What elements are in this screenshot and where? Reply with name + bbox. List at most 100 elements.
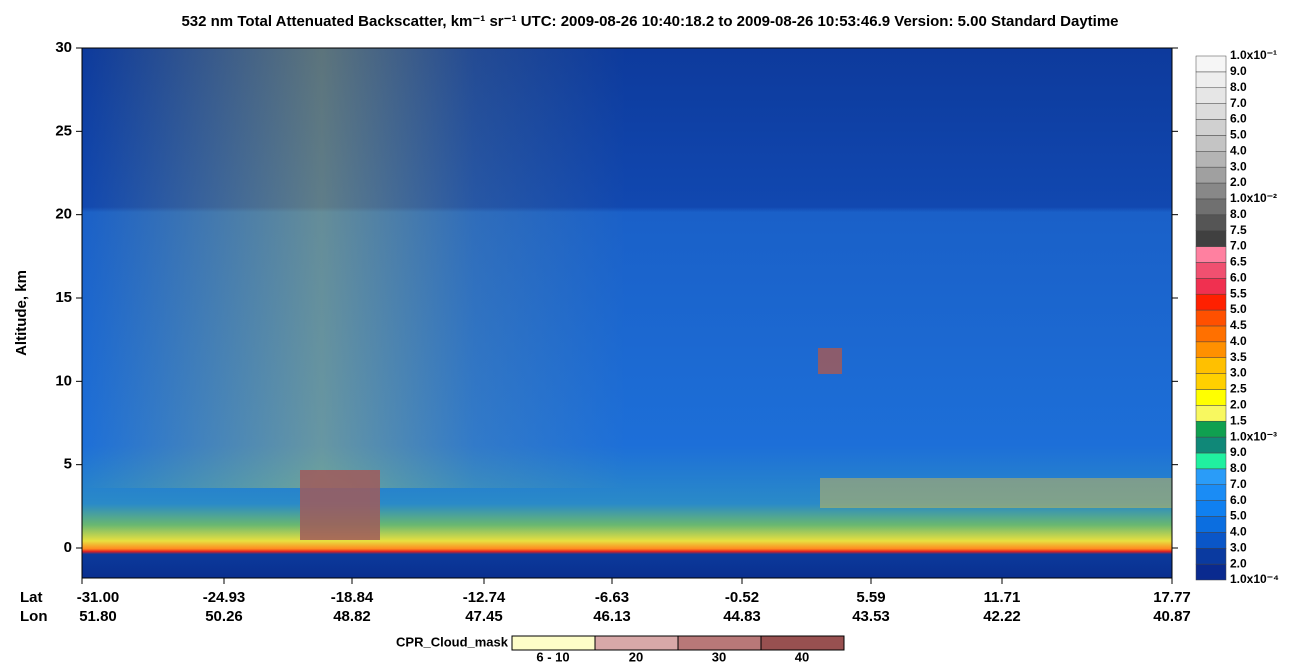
x-row-label: Lon xyxy=(20,608,48,625)
cloud-mask-label: 6 - 10 xyxy=(536,649,569,664)
colorbar-swatch xyxy=(1195,135,1227,152)
lat-label: -0.52 xyxy=(725,589,759,606)
colorbar-swatch xyxy=(1195,71,1227,89)
colorbar-swatch xyxy=(1195,198,1227,216)
colorbar-label: 3.5 xyxy=(1230,350,1247,364)
colorbar-label: 2.5 xyxy=(1230,382,1247,396)
colorbar-swatch xyxy=(1195,532,1227,549)
colorbar-label: 4.0 xyxy=(1230,143,1247,157)
lat-label: -12.74 xyxy=(463,589,506,606)
lon-label: 46.13 xyxy=(593,608,631,625)
colorbar-swatch xyxy=(1195,389,1227,406)
colorbar-label: 5.5 xyxy=(1230,286,1247,300)
colorbar-label: 6.0 xyxy=(1230,270,1247,284)
lon-label: 50.26 xyxy=(205,608,243,625)
colorbar-swatch xyxy=(1195,55,1227,73)
cloud-mask-title: CPR_Cloud_mask xyxy=(396,634,509,649)
colorbar-swatch xyxy=(1195,405,1227,422)
colorbar-label: 2.0 xyxy=(1230,556,1247,570)
colorbar-label: 1.5 xyxy=(1230,413,1247,427)
y-axis-label: Altitude, km xyxy=(13,270,30,356)
colorbar-label: 2.0 xyxy=(1230,175,1247,189)
colorbar-swatch xyxy=(1195,547,1227,565)
x-row-label: Lat xyxy=(20,589,43,606)
colorbar-label: 5.0 xyxy=(1230,302,1247,316)
colorbar-label: 1.0x10⁻² xyxy=(1230,191,1277,205)
lat-label: -24.93 xyxy=(203,589,246,606)
lat-label: -18.84 xyxy=(331,589,374,606)
lat-label: 17.77 xyxy=(1153,589,1191,606)
colorbar-label: 4.0 xyxy=(1230,334,1247,348)
colorbar-swatch xyxy=(1195,262,1227,279)
lat-label: -6.63 xyxy=(595,589,629,606)
colorbar-label: 5.0 xyxy=(1230,128,1247,142)
colorbar-label: 3.0 xyxy=(1230,159,1247,173)
lat-label: 5.59 xyxy=(856,589,885,606)
colorbar-label: 3.0 xyxy=(1230,540,1247,554)
y-tick-label: 20 xyxy=(55,206,72,223)
colorbar-swatch xyxy=(1195,500,1227,517)
cloud-mask-swatch xyxy=(760,635,845,651)
aerosol-layer xyxy=(820,478,1172,508)
colorbar-swatch xyxy=(1195,182,1227,200)
y-tick-label: 15 xyxy=(55,289,72,306)
cloud-mask-label: 30 xyxy=(712,649,726,664)
colorbar-label: 9.0 xyxy=(1230,445,1247,459)
colorbar-swatch xyxy=(1195,516,1227,533)
colorbar-swatch xyxy=(1195,151,1227,168)
lon-label: 44.83 xyxy=(723,608,761,625)
colorbar-label: 1.0x10⁻³ xyxy=(1230,429,1277,443)
colorbar-swatch xyxy=(1195,325,1227,343)
colorbar-swatch xyxy=(1195,373,1227,390)
aerosol-haze xyxy=(82,48,1172,488)
colorbar-label: 3.0 xyxy=(1230,366,1247,380)
colorbar-swatch xyxy=(1195,468,1227,485)
colorbar-label: 8.0 xyxy=(1230,80,1247,94)
colorbar-swatch xyxy=(1195,357,1227,374)
colorbar-swatch xyxy=(1195,119,1227,136)
colorbar-swatch xyxy=(1195,293,1227,311)
cloud-mask-swatch xyxy=(511,635,596,651)
colorbar-swatch xyxy=(1195,452,1227,470)
colorbar-label: 4.0 xyxy=(1230,525,1247,539)
colorbar-label: 2.0 xyxy=(1230,398,1247,412)
colorbar-swatch xyxy=(1195,563,1227,581)
colorbar-label: 1.0x10⁻¹ xyxy=(1230,48,1277,62)
chart-title: 532 nm Total Attenuated Backscatter, km⁻… xyxy=(181,13,1118,30)
colorbar-label: 5.0 xyxy=(1230,509,1247,523)
colorbar-swatch xyxy=(1195,484,1227,501)
y-tick-label: 10 xyxy=(55,372,72,389)
colorbar-label: 6.0 xyxy=(1230,112,1247,126)
colorbar-label: 1.0x10⁻⁴ xyxy=(1230,572,1279,586)
lon-label: 40.87 xyxy=(1153,608,1191,625)
colorbar-label: 8.0 xyxy=(1230,207,1247,221)
lon-label: 48.82 xyxy=(333,608,371,625)
colorbar-label: 4.5 xyxy=(1230,318,1247,332)
colorbar-swatch xyxy=(1195,214,1227,231)
lon-label: 43.53 xyxy=(852,608,890,625)
cloud-mask-swatch xyxy=(594,635,679,651)
cloud-mask-label: 40 xyxy=(795,649,809,664)
lon-label: 42.22 xyxy=(983,608,1021,625)
colorbar-swatch xyxy=(1195,230,1227,247)
cloud-patch xyxy=(818,348,842,374)
lon-label: 47.45 xyxy=(465,608,503,625)
colorbar-label: 6.0 xyxy=(1230,493,1247,507)
cloud-mask-label: 20 xyxy=(629,649,643,664)
lat-label: -31.00 xyxy=(77,589,120,606)
cloud-patch xyxy=(300,470,380,540)
colorbar-label: 6.5 xyxy=(1230,255,1247,269)
colorbar-label: 8.0 xyxy=(1230,461,1247,475)
cloud-mask-swatch xyxy=(677,635,762,651)
colorbar-swatch xyxy=(1195,87,1227,104)
lat-label: 11.71 xyxy=(984,589,1021,606)
colorbar-swatch xyxy=(1195,420,1227,438)
colorbar-label: 7.5 xyxy=(1230,223,1247,237)
lon-label: 51.80 xyxy=(79,608,117,625)
colorbar-swatch xyxy=(1195,341,1227,358)
colorbar-label: 7.0 xyxy=(1230,96,1247,110)
colorbar-swatch xyxy=(1195,103,1227,120)
colorbar-swatch xyxy=(1195,436,1227,454)
colorbar-label: 9.0 xyxy=(1230,64,1247,78)
